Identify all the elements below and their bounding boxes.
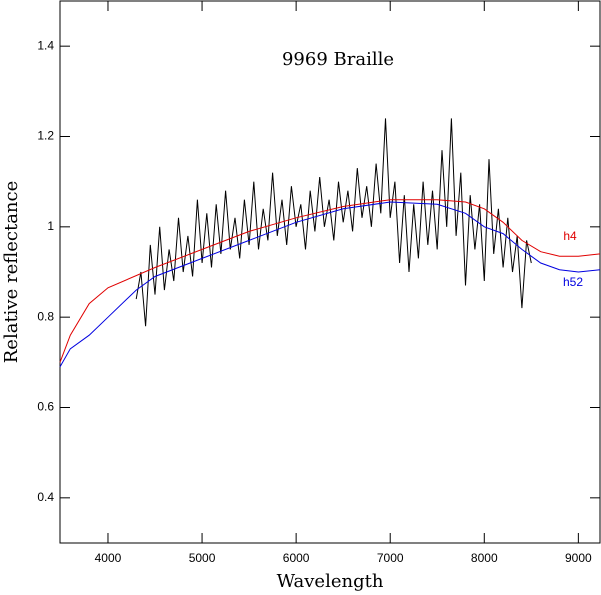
x-tick-label: 6000	[283, 551, 310, 565]
series-line	[59, 199, 601, 363]
y-tick-label: 1.2	[37, 129, 54, 143]
x-tick-label: 8000	[471, 551, 498, 565]
y-tick-label: 1	[47, 219, 54, 233]
series-line	[59, 201, 601, 368]
y-tick-label: 0.4	[37, 490, 54, 504]
x-tick-label: 7000	[377, 551, 404, 565]
plot-frame	[59, 0, 601, 544]
x-tick-label: 4000	[95, 551, 122, 565]
series-line	[135, 118, 532, 327]
series-label: h52	[563, 275, 583, 289]
y-tick-label: 0.8	[37, 309, 54, 323]
series-label: h4	[563, 229, 577, 243]
y-tick-label: 0.6	[37, 400, 54, 414]
x-tick-label: 9000	[565, 551, 592, 565]
y-axis-label: Relative reflectance	[1, 181, 22, 364]
x-axis-label: Wavelength	[277, 571, 384, 592]
y-tick-label: 1.4	[37, 38, 54, 52]
x-tick-label: 5000	[189, 551, 216, 565]
chart-title: 9969 Braille	[282, 49, 394, 70]
